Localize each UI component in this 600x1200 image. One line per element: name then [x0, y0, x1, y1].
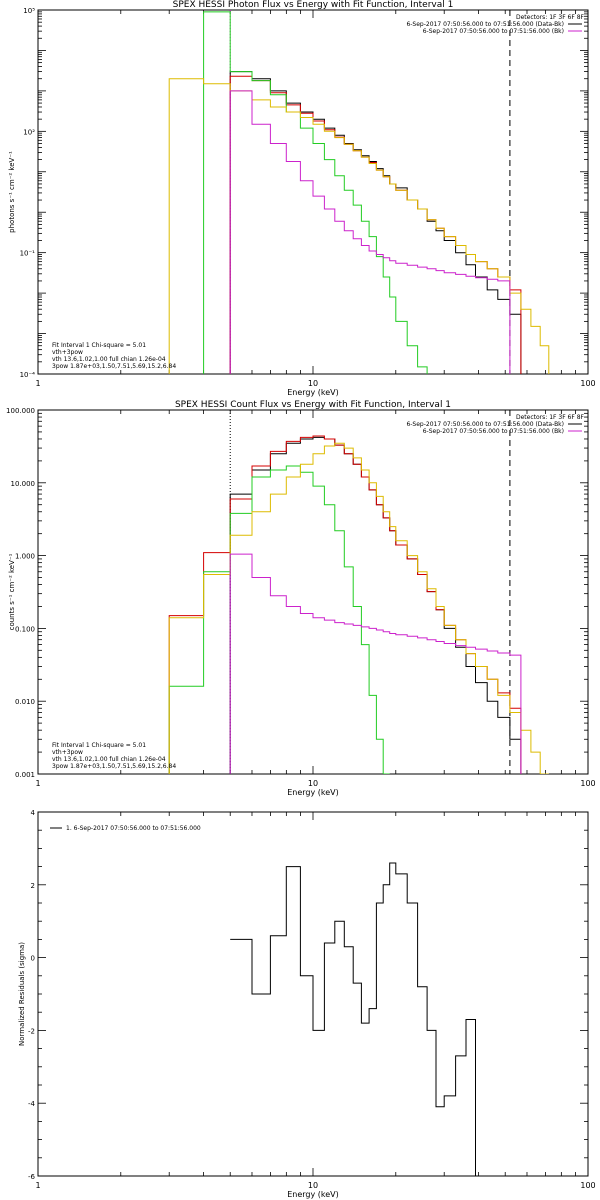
- legend-entry: 6-Sep-2017 07:50:56.000 to 07:51:56.000 …: [406, 21, 564, 28]
- x-axis-label: Energy (keV): [287, 388, 339, 397]
- y-tick-label: -4: [28, 1100, 36, 1108]
- series-line-1: [229, 75, 522, 374]
- chart-title: SPEX HESSI Count Flux vs Energy with Fit…: [175, 400, 451, 410]
- chart-title: SPEX HESSI Photon Flux vs Energy with Fi…: [173, 0, 454, 10]
- legend-entry: Fit Interval 1 Chi-square = 5.01: [52, 742, 146, 749]
- series-line-4: [229, 553, 522, 774]
- y-tick-label: 0: [31, 955, 35, 963]
- series-line-2: [203, 11, 428, 374]
- x-tick-label: 100: [580, 379, 595, 388]
- legend-entry: Detectors: 1F 3F 6F 8F: [516, 414, 585, 421]
- series-line-0: [229, 436, 522, 774]
- legend-entry: 6-Sep-2017 07:50:56.000 to 07:51:56.000 …: [423, 428, 564, 435]
- legend-entry: vth 13.6,1.02,1.00 full chian 1.26e-04: [52, 356, 166, 363]
- legend-entry: 1. 6-Sep-2017 07:50:56.000 to 07:51:56.0…: [66, 825, 201, 832]
- series-line-4: [229, 90, 511, 374]
- x-tick-label: 10: [308, 1181, 318, 1190]
- legend-entry: vth+3pow: [52, 349, 83, 356]
- x-tick-label: 10: [308, 379, 318, 388]
- legend-entry: 3pow 1.87e+03,1.50,7.51,5.69,15.2,6.84: [52, 763, 176, 770]
- legend-entry: 3pow 1.87e+03,1.50,7.51,5.69,15.2,6.84: [52, 363, 176, 370]
- series-line-0: [229, 71, 522, 374]
- y-axis-label: counts s⁻¹ cm⁻² keV⁻¹: [8, 553, 16, 630]
- x-tick-label: 100: [580, 1181, 595, 1190]
- series-line-3: [168, 78, 550, 374]
- y-tick-label: 4: [31, 809, 36, 817]
- x-tick-label: 100: [580, 779, 595, 788]
- x-axis-label: Energy (keV): [287, 788, 339, 797]
- series-line-3: [168, 442, 549, 774]
- y-tick-label: 10⁻¹: [20, 250, 36, 258]
- series-line-2: [168, 465, 390, 774]
- x-tick-label: 1: [35, 779, 40, 788]
- y-tick-label: 10⁻⁴: [20, 371, 36, 379]
- y-axis-label: photons s⁻¹ cm⁻² keV⁻¹: [8, 151, 16, 233]
- y-tick-label: -6: [28, 1173, 36, 1181]
- y-tick-label: -2: [28, 1027, 35, 1035]
- x-tick-label: 10: [308, 779, 318, 788]
- y-tick-label: 0.010: [15, 698, 35, 706]
- y-tick-label: 10²: [23, 128, 35, 136]
- y-tick-label: 100.000: [6, 407, 35, 415]
- legend-entry: Fit Interval 1 Chi-square = 5.01: [52, 342, 146, 349]
- y-tick-label: 2: [31, 882, 35, 890]
- y-tick-label: 0.001: [15, 771, 35, 779]
- x-axis-label: Energy (keV): [287, 1190, 339, 1199]
- x-tick-label: 1: [35, 1181, 40, 1190]
- series-line-1: [168, 435, 522, 774]
- y-tick-label: 10.000: [11, 480, 36, 488]
- series-line-0: [230, 862, 476, 1176]
- legend-entry: vth 13.6,1.02,1.00 full chian 1.26e-04: [52, 756, 166, 763]
- legend-entry: 6-Sep-2017 07:50:56.000 to 07:51:56.000 …: [406, 421, 564, 428]
- legend-entry: Detectors: 1F 3F 6F 8F: [516, 14, 585, 21]
- y-axis-label: Normalized Residuals (sigma): [18, 942, 26, 1046]
- y-tick-label: 0.100: [15, 625, 35, 633]
- legend-entry: vth+3pow: [52, 749, 83, 756]
- x-tick-label: 1: [35, 379, 40, 388]
- legend-entry: 6-Sep-2017 07:50:56.000 to 07:51:56.000 …: [423, 28, 564, 35]
- y-tick-label: 1.000: [15, 553, 35, 561]
- y-tick-label: 10⁵: [23, 7, 35, 15]
